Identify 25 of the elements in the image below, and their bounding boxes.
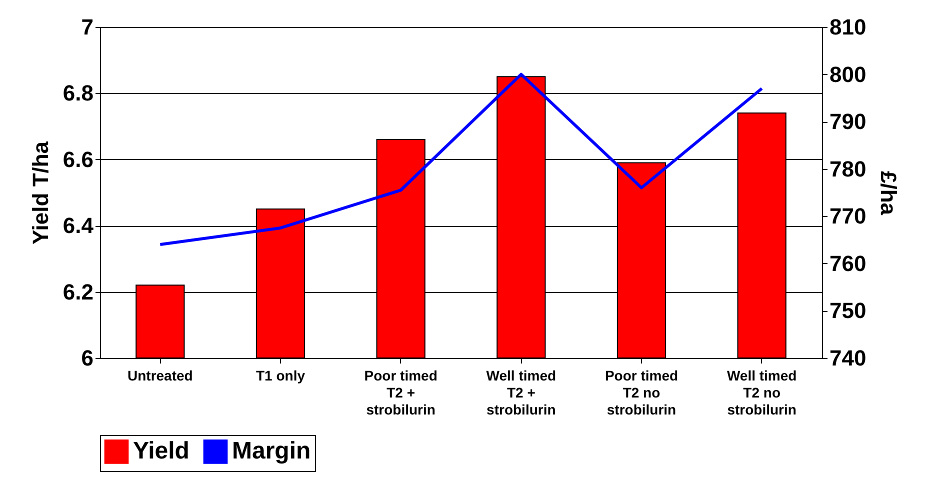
- x-tick-label: T1 only: [256, 368, 306, 384]
- y2-axis-title: £/ha: [876, 170, 902, 216]
- y-tick-label: 6.8: [62, 80, 94, 106]
- x-tick-label: Poor timed T2 no strobilurin: [604, 368, 678, 418]
- x-tick-label: Poor timed T2 + strobilurin: [364, 368, 438, 418]
- y-tick-label: 7: [81, 14, 94, 40]
- legend-label: Yield: [133, 438, 190, 465]
- y2-tick-label: 760: [830, 250, 866, 276]
- line-series: [158, 72, 764, 246]
- x-tick-label: Well timed T2 no strobilurin: [726, 368, 797, 418]
- x-tick-label: Untreated: [127, 368, 193, 384]
- y-tick-label: 6.4: [62, 213, 94, 238]
- y-tick-label: 6.6: [62, 146, 94, 172]
- y2-tick-label: 780: [830, 156, 866, 182]
- y-tick-label: 6: [81, 346, 94, 370]
- y-axis-title: Yield T/ha: [28, 140, 53, 245]
- legend-label: Margin: [232, 438, 311, 465]
- y2-tick-label: 770: [830, 204, 866, 229]
- y2-tick-label: 790: [830, 109, 866, 134]
- x-tick-label: Well timed T2 + strobilurin: [486, 368, 556, 418]
- y2-tick-label: 740: [830, 346, 866, 370]
- y2-tick-label: 810: [830, 14, 866, 40]
- y2-tick-label: 800: [830, 62, 866, 87]
- y-tick-label: 6.2: [62, 279, 94, 304]
- y2-tick-label: 750: [830, 298, 866, 324]
